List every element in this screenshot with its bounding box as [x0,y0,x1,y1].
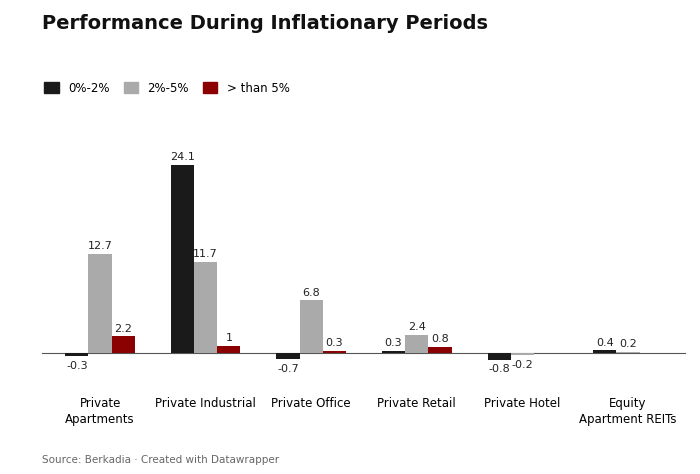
Bar [405,335,428,354]
Text: Performance During Inflationary Periods: Performance During Inflationary Periods [42,14,488,33]
Bar [217,346,241,354]
Bar [428,347,452,354]
Bar [593,350,616,354]
Text: Source: Berkadia · Created with Datawrapper: Source: Berkadia · Created with Datawrap… [42,455,279,465]
Bar [616,352,640,354]
Text: 12.7: 12.7 [88,241,113,251]
Text: 1: 1 [225,333,232,343]
Bar [88,254,112,354]
Text: 11.7: 11.7 [193,249,218,259]
Bar [511,354,534,355]
Text: -0.3: -0.3 [66,361,88,371]
Text: 0.3: 0.3 [385,338,402,348]
Bar [65,354,88,356]
Legend: 0%-2%, 2%-5%, > than 5%: 0%-2%, 2%-5%, > than 5% [44,82,289,95]
Text: 0.8: 0.8 [431,335,449,345]
Text: -0.8: -0.8 [489,365,510,374]
Text: 2.4: 2.4 [408,322,426,332]
Text: 6.8: 6.8 [302,288,320,298]
Text: 0.3: 0.3 [326,338,343,348]
Bar [171,165,194,354]
Bar [382,351,405,354]
Bar [112,336,135,354]
Text: -0.7: -0.7 [277,364,299,374]
Bar [194,262,217,354]
Text: 0.4: 0.4 [596,337,614,347]
Bar [487,354,511,360]
Text: -0.2: -0.2 [512,360,533,370]
Text: 0.2: 0.2 [619,339,637,349]
Bar [300,300,323,354]
Text: 2.2: 2.2 [114,324,132,334]
Bar [323,351,346,354]
Text: 24.1: 24.1 [170,152,195,162]
Bar [276,354,300,359]
